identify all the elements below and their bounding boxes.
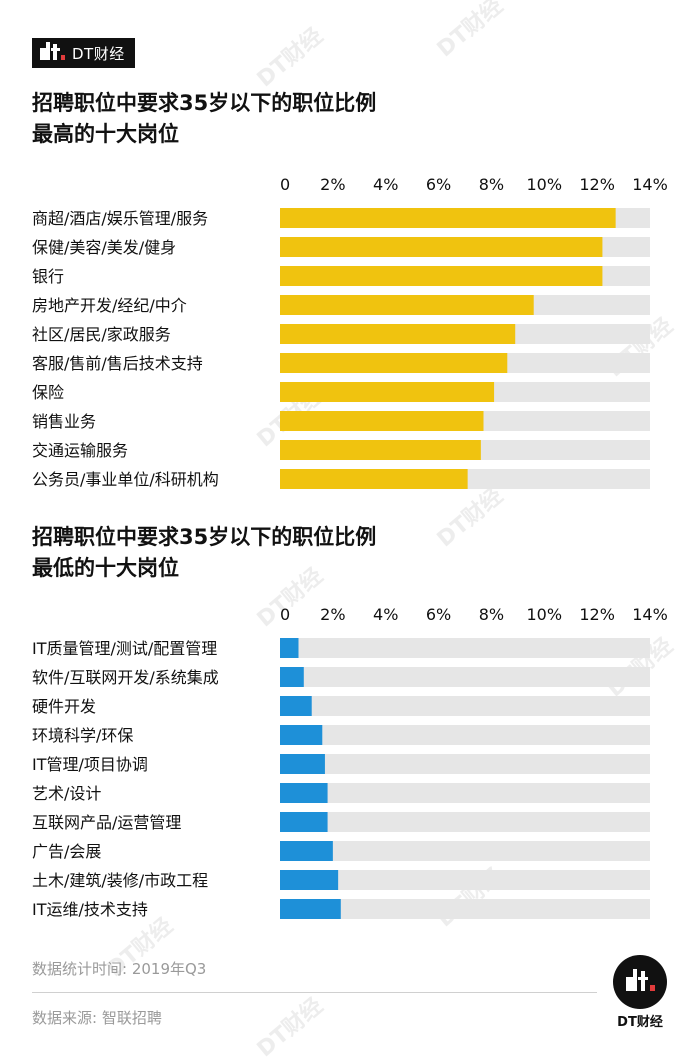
bar-track [280,870,650,890]
category-label: 硬件开发 [32,697,96,716]
x-tick-label: 0 [280,175,290,194]
x-tick-label: 4% [373,175,398,194]
bar [280,638,299,658]
chart-title-bottom: 招聘职位中要求35岁以下的职位比例 最低的十大岗位 [32,522,376,584]
watermark: DT财经 [252,23,328,93]
bar [280,899,341,919]
category-label: 软件/互联网开发/系统集成 [32,668,219,687]
bar-chart-top: 0 2% 4% 6% 8% 10% 12% 14% 商超/酒店/娱乐管理/服务保健/美容/美发/… [32,175,668,489]
bar [280,353,508,373]
bar [280,783,328,803]
bar [280,469,468,489]
bar [280,411,484,431]
chart-title-line: 最低的十大岗位 [32,556,179,580]
bar-track [280,899,650,919]
dt-logo-icon [613,955,667,1009]
x-tick-label: 6% [426,175,451,194]
bar [280,725,323,745]
bar [280,841,333,861]
bar-track [280,696,650,716]
bar [280,754,325,774]
bar-track [280,667,650,687]
brand-name: DT财经 [72,44,125,63]
x-tick-label: 14% [632,605,668,624]
x-tick-label: 6% [426,605,451,624]
bar [280,237,603,257]
category-label: 社区/居民/家政服务 [32,325,171,344]
category-label: 公务员/事业单位/科研机构 [32,470,219,489]
bar [280,266,603,286]
category-label: 保健/美容/美发/健身 [32,238,176,257]
footer-divider [32,992,597,993]
bar-track [280,638,650,658]
dt-logo-icon [40,42,65,60]
data-source-note: 数据来源: 智联招聘 [32,1009,162,1027]
chart-title-line: 招聘职位中要求35岁以下的职位比例 [32,525,377,549]
bar [280,208,616,228]
bar-track [280,754,650,774]
category-label: 银行 [32,267,64,286]
category-label: IT管理/项目协调 [32,755,148,774]
category-label: 保险 [32,383,64,402]
x-tick-label: 0 [280,605,290,624]
category-label: 房地产开发/经纪/中介 [32,296,187,315]
bar [280,696,312,716]
bar-track [280,725,650,745]
x-tick-label: 10% [527,605,563,624]
bar [280,440,481,460]
category-label: 广告/会展 [32,842,101,861]
x-tick-label: 4% [373,605,398,624]
bar-track [280,812,650,832]
category-label: 销售业务 [32,412,96,431]
watermark: DT财经 [432,0,508,63]
category-label: IT运维/技术支持 [32,900,148,919]
x-tick-label: 14% [632,175,668,194]
category-label: 土木/建筑/装修/市政工程 [32,871,208,890]
bar [280,812,328,832]
bar-track [280,841,650,861]
bar-chart-bottom: 0 2% 4% 6% 8% 10% 12% 14% IT质量管理/测试/配置管理软件/互联网开发… [32,605,668,919]
category-label: 环境科学/环保 [32,726,133,745]
x-tick-label: 12% [579,605,615,624]
bar [280,870,339,890]
x-tick-label: 10% [527,175,563,194]
stat-time-note: 数据统计时间: 2019年Q3 [32,960,207,978]
chart-title-line: 最高的十大岗位 [32,122,179,146]
bar-track [280,783,650,803]
category-label: 交通运输服务 [32,441,128,460]
category-label: IT质量管理/测试/配置管理 [32,639,217,658]
brand-logo: DT财经 [32,38,135,68]
chart-title-top: 招聘职位中要求35岁以下的职位比例 最高的十大岗位 [32,88,376,150]
category-label: 互联网产品/运营管理 [32,813,181,832]
category-label: 客服/售前/售后技术支持 [32,354,203,373]
x-tick-label: 12% [579,175,615,194]
bar [280,324,516,344]
watermark: DT财经 [252,993,328,1063]
category-label: 艺术/设计 [32,784,101,803]
x-tick-label: 8% [479,605,504,624]
brand-name: DT财经 [617,1015,663,1030]
bar [280,382,495,402]
x-tick-label: 2% [320,175,345,194]
chart-title-line: 招聘职位中要求35岁以下的职位比例 [32,91,377,115]
x-tick-label: 2% [320,605,345,624]
bar [280,295,534,315]
x-tick-label: 8% [479,175,504,194]
category-label: 商超/酒店/娱乐管理/服务 [32,209,208,228]
bar [280,667,304,687]
